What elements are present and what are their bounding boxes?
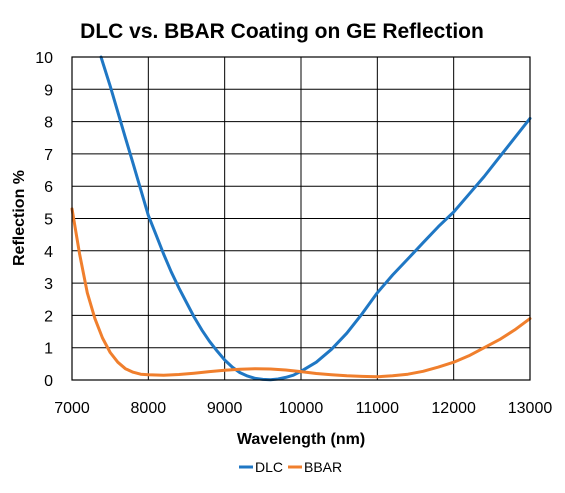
x-tick-label: 7000 (54, 400, 90, 417)
y-tick-label: 9 (44, 82, 53, 99)
x-tick-label: 10000 (279, 400, 324, 417)
y-tick-label: 10 (35, 50, 53, 67)
y-tick-label: 1 (44, 341, 53, 358)
series-line-dlc (99, 55, 532, 382)
y-tick-label: 7 (44, 147, 53, 164)
x-tick-label: 11000 (356, 400, 399, 417)
legend-label-bbar: BBAR (304, 459, 342, 475)
y-tick-label: 8 (44, 115, 53, 132)
chart-title: DLC vs. BBAR Coating on GE Reflection (80, 20, 484, 43)
grid-lines (71, 56, 531, 381)
y-tick-label: 0 (44, 373, 53, 390)
y-tick-label: 3 (44, 276, 53, 293)
legend-label-dlc: DLC (255, 459, 283, 475)
x-tick-labels: 7000 8000 9000 10000 11000 12000 13000 (54, 400, 552, 417)
plot-frame (71, 56, 531, 381)
x-tick-label: 12000 (431, 400, 476, 417)
x-tick-label: 9000 (207, 400, 243, 417)
legend: DLC BBAR (239, 459, 342, 475)
series-line-bbar (70, 207, 532, 379)
series-lines (70, 55, 532, 382)
y-tick-label: 2 (44, 308, 53, 325)
x-tick-label: 8000 (131, 400, 167, 417)
y-tick-label: 5 (44, 212, 53, 229)
x-axis-label: Wavelength (nm) (237, 431, 365, 448)
y-tick-label: 4 (44, 244, 53, 261)
x-tick-label: 13000 (508, 400, 553, 417)
y-tick-label: 6 (44, 179, 53, 196)
y-axis-label: Reflection % (11, 170, 28, 266)
y-tick-labels: 0 1 2 3 4 5 6 7 8 9 10 (35, 50, 53, 390)
